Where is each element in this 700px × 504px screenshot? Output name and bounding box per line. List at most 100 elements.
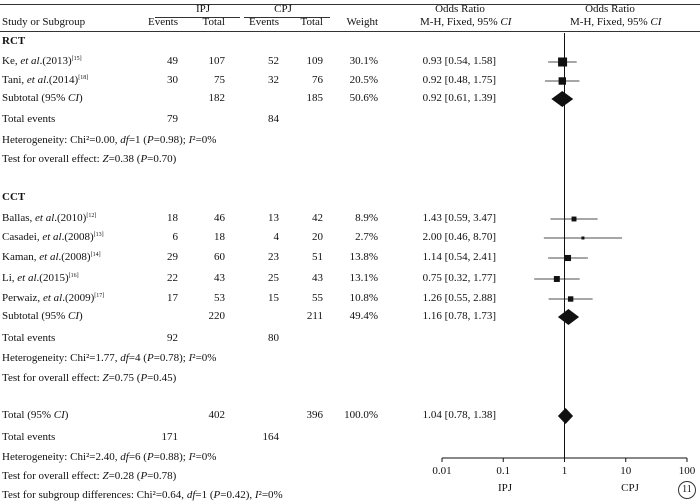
subgroup-title: RCT <box>2 35 26 47</box>
subgroup-differences: Test for subgroup differences: Chi²=0.64… <box>2 489 283 501</box>
weight: 30.1% <box>349 55 378 67</box>
odds-ratio-ci: 1.26 [0.55, 2.88] <box>422 292 496 304</box>
study-square-1-3 <box>553 276 560 282</box>
overall-total-events-ipj: 171 <box>161 431 179 443</box>
ipj-events: 17 <box>167 292 178 304</box>
total-label: Total (95% CI) <box>2 409 69 421</box>
ipj-total: 107 <box>208 55 226 67</box>
axis-label-left: IPJ <box>497 482 513 494</box>
study-name: Tani, et al.(2014)[18] <box>2 74 89 86</box>
header-cpj-total: Total <box>300 16 323 28</box>
header-ipj-events: Events <box>148 16 178 28</box>
odds-ratio-ci: 2.00 [0.46, 8.70] <box>422 231 496 243</box>
study-name: Ke, et al.(2013)[15] <box>2 55 82 67</box>
header-odds-ratio-1: Odds Ratio <box>435 3 485 15</box>
header-study: Study or Subgroup <box>2 16 86 28</box>
subtotal-or-ci: 0.92 [0.61, 1.39] <box>422 92 496 104</box>
header-ipj-total: Total <box>202 16 225 28</box>
cpj-events: 23 <box>268 251 279 263</box>
subtotal-label: Subtotal (95% CI) <box>2 92 83 104</box>
cpj-total: 109 <box>306 55 324 67</box>
cpj-events: 4 <box>273 231 280 243</box>
weight: 2.7% <box>355 231 378 243</box>
ipj-events: 18 <box>167 212 178 224</box>
x-tick-label: 0.01 <box>432 465 452 477</box>
x-tick-label: 0.1 <box>496 465 511 477</box>
total-events-ipj: 79 <box>167 113 178 125</box>
subtotal-cpj-total: 185 <box>306 92 324 104</box>
overall-heterogeneity: Heterogeneity: Chi²=2.40, df=6 (P=0.88);… <box>2 451 217 463</box>
header-method-2: M-H, Fixed, 95% CI <box>570 16 662 28</box>
subgroup-title: CCT <box>2 191 26 203</box>
study-square-0-1 <box>558 77 566 85</box>
cpj-total: 76 <box>312 74 323 86</box>
axis-label-right: CPJ <box>621 482 639 494</box>
study-name: Kaman, et al.(2008)[14] <box>2 251 101 263</box>
header-odds-ratio-2: Odds Ratio <box>585 3 635 15</box>
overall-total-events-label: Total events <box>2 431 56 443</box>
ipj-total: 60 <box>214 251 225 263</box>
cpj-group-rule <box>244 17 330 18</box>
odds-ratio-ci: 0.75 [0.32, 1.77] <box>422 272 496 284</box>
study-square-1-2 <box>564 254 572 262</box>
study-square-1-0 <box>571 216 577 222</box>
total-events-cpj: 84 <box>268 113 279 125</box>
cpj-events: 32 <box>268 74 279 86</box>
ipj-total: 43 <box>214 272 225 284</box>
odds-ratio-ci: 0.92 [0.48, 1.75] <box>422 74 496 86</box>
heterogeneity: Heterogeneity: Chi²=1.77, df=4 (P=0.78);… <box>2 352 217 364</box>
header-ipj: IPJ <box>195 3 211 15</box>
ipj-events: 22 <box>167 272 178 284</box>
x-tick-label: 1 <box>561 465 568 477</box>
overall-effect: Test for overall effect: Z=0.75 (P=0.45) <box>2 372 177 384</box>
ipj-total: 18 <box>214 231 225 243</box>
ipj-events: 29 <box>167 251 178 263</box>
overall-total-events-cpj: 164 <box>262 431 280 443</box>
cpj-total: 43 <box>312 272 323 284</box>
weight: 10.8% <box>349 292 378 304</box>
x-tick-label: 100 <box>678 465 696 477</box>
ipj-group-rule <box>155 17 240 18</box>
total-events-label: Total events <box>2 113 56 125</box>
subtotal-weight: 49.4% <box>349 310 378 322</box>
header-cpj: CPJ <box>274 3 292 15</box>
weight: 13.1% <box>349 272 378 284</box>
header-weight: Weight <box>346 16 379 28</box>
total-events-label: Total events <box>2 332 56 344</box>
subtotal-weight: 50.6% <box>349 92 378 104</box>
cpj-total: 20 <box>312 231 323 243</box>
overall-effect: Test for overall effect: Z=0.38 (P=0.70) <box>2 153 177 165</box>
header-method-1: M-H, Fixed, 95% CI <box>420 16 512 28</box>
subtotal-diamond-0 <box>551 91 574 107</box>
cpj-events: 52 <box>268 55 279 67</box>
weight: 20.5% <box>349 74 378 86</box>
ipj-total: 53 <box>214 292 225 304</box>
weight: 13.8% <box>349 251 378 263</box>
ipj-events: 6 <box>172 231 179 243</box>
ipj-total: 46 <box>214 212 225 224</box>
study-name: Casadei, et al.(2008)[13] <box>2 231 104 243</box>
subtotal-ipj-total: 182 <box>208 92 226 104</box>
weight: 8.9% <box>355 212 378 224</box>
cpj-total: 51 <box>312 251 323 263</box>
x-tick-label: 10 <box>620 465 632 477</box>
study-square-0-0 <box>558 57 568 67</box>
table-top-rule <box>0 4 700 5</box>
subtotal-or-ci: 1.16 [0.78, 1.73] <box>422 310 496 322</box>
study-name: Li, et al.(2015)[16] <box>2 272 79 284</box>
header-cpj-events: Events <box>249 16 279 28</box>
figure-number-badge: 11 <box>678 481 696 499</box>
ipj-events: 30 <box>167 74 178 86</box>
study-square-1-1 <box>581 236 585 240</box>
ipj-total: 75 <box>214 74 225 86</box>
cpj-events: 15 <box>268 292 279 304</box>
overall-effect-total: Test for overall effect: Z=0.28 (P=0.78) <box>2 470 177 482</box>
subtotal-label: Subtotal (95% CI) <box>2 310 83 322</box>
header-bottom-rule <box>0 31 700 32</box>
ipj-events: 49 <box>167 55 178 67</box>
total-weight: 100.0% <box>344 409 378 421</box>
cpj-events: 13 <box>268 212 279 224</box>
odds-ratio-ci: 0.93 [0.54, 1.58] <box>422 55 496 67</box>
